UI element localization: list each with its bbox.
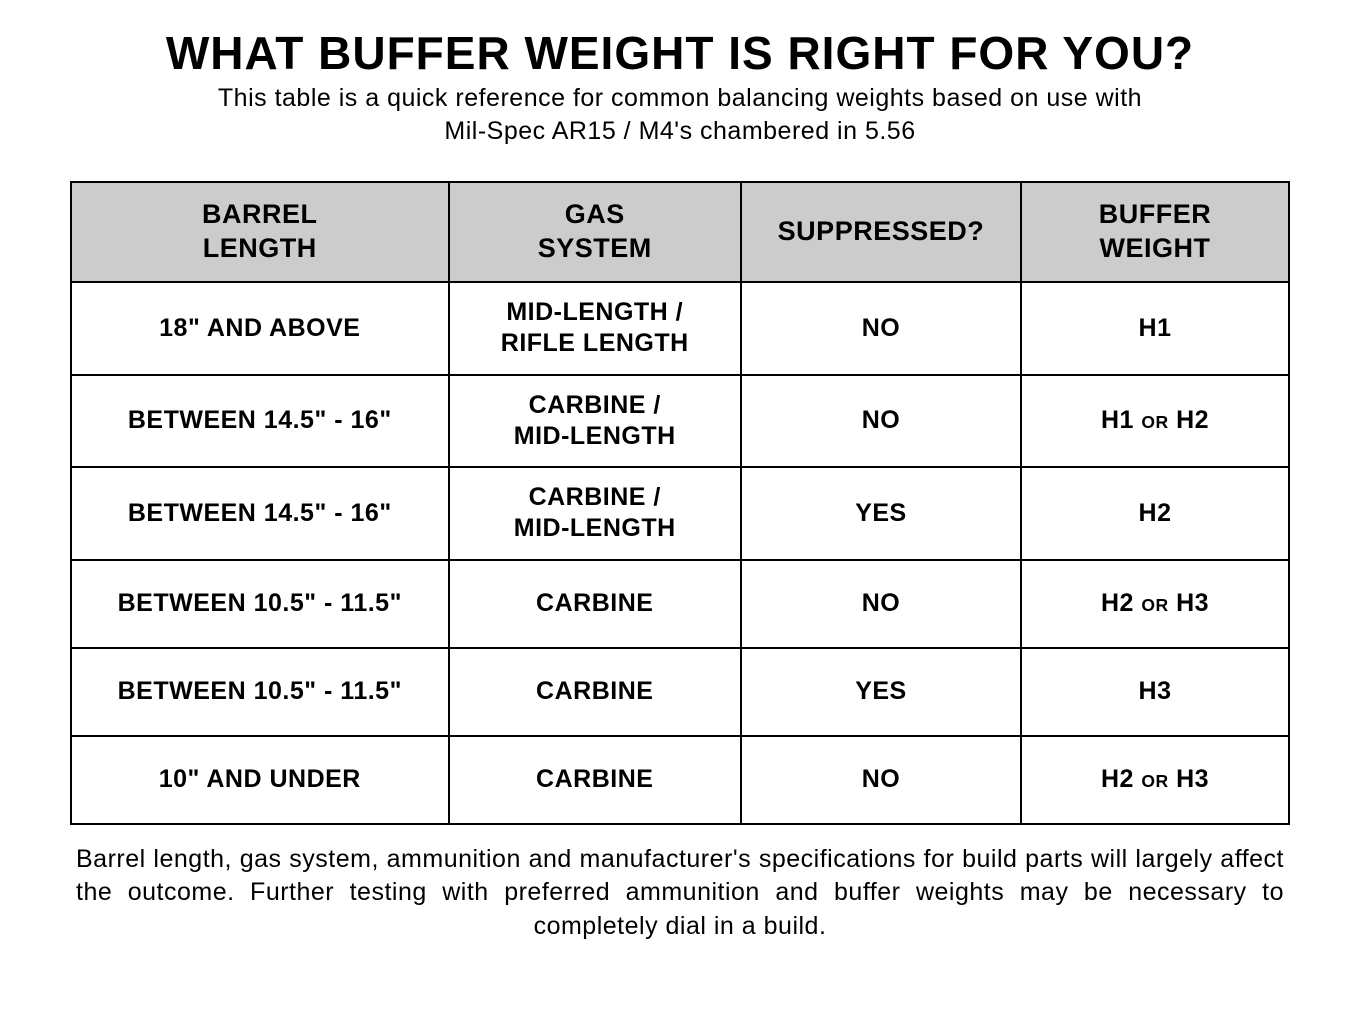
gas-line-1: CARBINE <box>536 677 653 705</box>
table-row: BETWEEN 14.5" - 16" CARBINE / MID-LENGTH NO… <box>71 375 1289 468</box>
subtitle-line-2: Mil-Spec AR15 / M4's chambered in 5.56 <box>444 117 915 145</box>
weight-b: H3 <box>1176 765 1209 793</box>
column-header: BARREL LENGTH <box>71 182 449 282</box>
weight-b: H2 <box>1176 406 1209 434</box>
cell-suppressed: YES <box>741 648 1021 736</box>
cell-barrel-length: BETWEEN 14.5" - 16" <box>71 375 449 468</box>
table-row: 10" AND UNDERCARBINENOH2 OR H3 <box>71 736 1289 824</box>
cell-barrel-length: 18" AND ABOVE <box>71 282 449 375</box>
cell-gas-system: MID-LENGTH / RIFLE LENGTH <box>449 282 741 375</box>
weight-a: H1 <box>1139 314 1172 342</box>
buffer-weight-table: BARREL LENGTH GAS SYSTEM SUPPRESSED? BUFFER WE… <box>70 181 1290 825</box>
cell-gas-system: CARBINE / MID-LENGTH <box>449 467 741 560</box>
header-line-1: GAS <box>565 199 625 229</box>
cell-barrel-length: BETWEEN 10.5" - 11.5" <box>71 648 449 736</box>
header-line-1: BARREL <box>202 199 318 229</box>
cell-suppressed: NO <box>741 560 1021 648</box>
or-word: OR <box>1141 595 1168 615</box>
cell-buffer-weight: H3 <box>1021 648 1289 736</box>
table-row: 18" AND ABOVE MID-LENGTH / RIFLE LENGTH NO H… <box>71 282 1289 375</box>
cell-suppressed: YES <box>741 467 1021 560</box>
cell-suppressed: NO <box>741 282 1021 375</box>
table-row: BETWEEN 14.5" - 16" CARBINE / MID-LENGTH YE… <box>71 467 1289 560</box>
gas-line-1: MID-LENGTH / <box>506 298 683 326</box>
table-body: 18" AND ABOVEMID-LENGTH /RIFLE LENGTHNOH… <box>71 282 1289 824</box>
cell-gas-system: CARBINE <box>449 736 741 824</box>
header-line-1: BUFFER <box>1099 199 1212 229</box>
table-row: BETWEEN 10.5" - 11.5"CARBINENOH2 OR H3 <box>71 560 1289 648</box>
weight-a: H1 <box>1101 406 1134 434</box>
column-header: SUPPRESSED? <box>741 182 1021 282</box>
gas-line-1: CARBINE / <box>529 483 661 511</box>
weight-b: H3 <box>1176 589 1209 617</box>
gas-line-2: MID-LENGTH <box>514 422 676 450</box>
gas-line-1: CARBINE <box>536 765 653 793</box>
or-word: OR <box>1141 412 1168 432</box>
gas-line-2: MID-LENGTH <box>514 514 676 542</box>
cell-barrel-length: BETWEEN 14.5" - 16" <box>71 467 449 560</box>
cell-buffer-weight: H2 OR H3 <box>1021 736 1289 824</box>
footnote: Barrel length, gas system, ammunition an… <box>70 843 1290 944</box>
gas-line-1: CARBINE / <box>529 391 661 419</box>
header-line-2: WEIGHT <box>1100 233 1211 263</box>
column-header: BUFFER WEIGHT <box>1021 182 1289 282</box>
subtitle-line-1: This table is a quick reference for comm… <box>218 84 1142 112</box>
page-title: WHAT BUFFER WEIGHT IS RIGHT FOR YOU? <box>70 30 1290 76</box>
weight-a: H2 <box>1139 499 1172 527</box>
cell-buffer-weight: H1 OR H2 <box>1021 375 1289 468</box>
cell-gas-system: CARBINE <box>449 560 741 648</box>
cell-barrel-length: 10" AND UNDER <box>71 736 449 824</box>
cell-suppressed: NO <box>741 736 1021 824</box>
header-line-1: SUPPRESSED? <box>778 216 985 246</box>
header-line-2: LENGTH <box>203 233 317 263</box>
cell-suppressed: NO <box>741 375 1021 468</box>
table-header-row: BARREL LENGTH GAS SYSTEM SUPPRESSED? BUFFER WE… <box>71 182 1289 282</box>
header-line-2: SYSTEM <box>538 233 652 263</box>
page-subtitle: This table is a quick reference for comm… <box>70 82 1290 147</box>
gas-line-1: CARBINE <box>536 589 653 617</box>
cell-gas-system: CARBINE / MID-LENGTH <box>449 375 741 468</box>
gas-line-2: RIFLE LENGTH <box>501 329 689 357</box>
cell-gas-system: CARBINE <box>449 648 741 736</box>
cell-barrel-length: BETWEEN 10.5" - 11.5" <box>71 560 449 648</box>
cell-buffer-weight: H2 <box>1021 467 1289 560</box>
cell-buffer-weight: H2 OR H3 <box>1021 560 1289 648</box>
or-word: OR <box>1141 771 1168 791</box>
weight-a: H3 <box>1139 677 1172 705</box>
table-row: BETWEEN 10.5" - 11.5" CARBINE YES H3 <box>71 648 1289 736</box>
weight-a: H2 <box>1101 589 1134 617</box>
column-header: GAS SYSTEM <box>449 182 741 282</box>
weight-a: H2 <box>1101 765 1134 793</box>
cell-buffer-weight: H1 <box>1021 282 1289 375</box>
